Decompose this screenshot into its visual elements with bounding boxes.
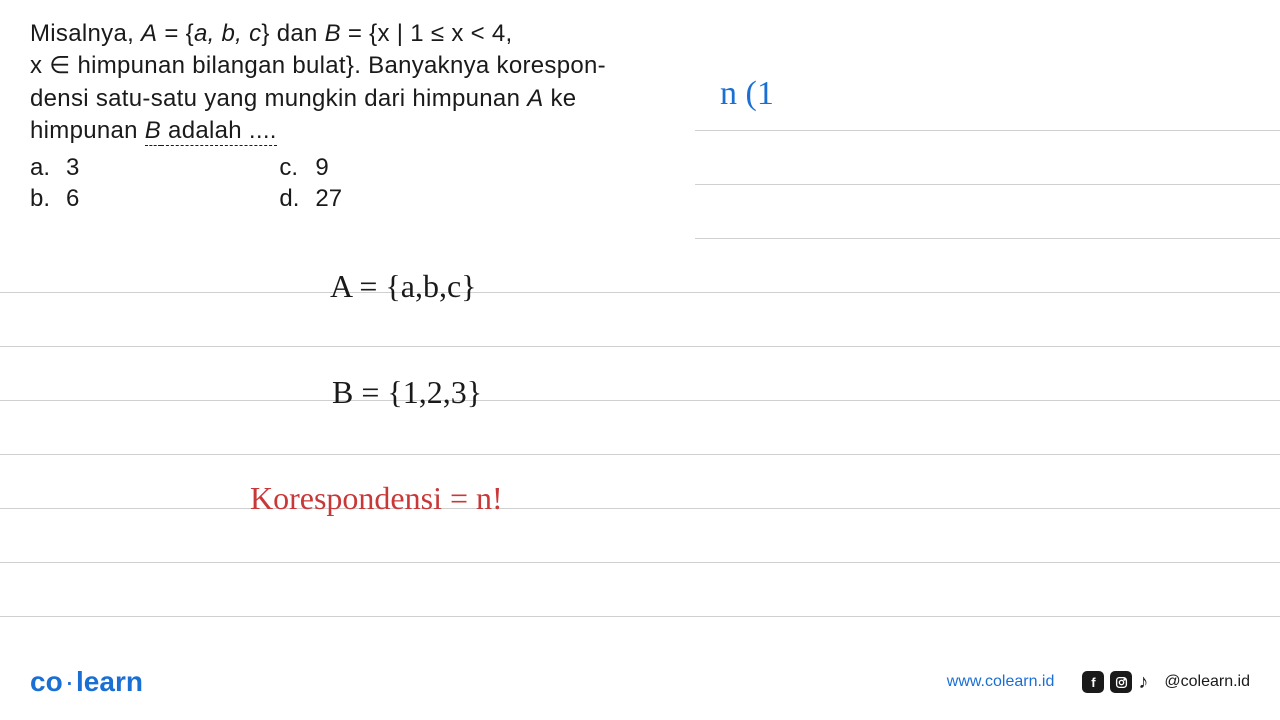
q-text: = { xyxy=(157,20,194,47)
option-value: 3 xyxy=(66,154,79,181)
work-line-b: B = {1,2,3} xyxy=(332,374,482,411)
instagram-icon[interactable] xyxy=(1110,671,1132,693)
logo-text-right: learn xyxy=(76,666,143,697)
option-b[interactable]: b.6 xyxy=(30,185,79,213)
q-text: adalah .... xyxy=(161,117,277,146)
footer-right-group: www.colearn.id f ♪ @colearn.id xyxy=(947,671,1250,694)
question-text: Misalnya, A = {a, b, c} dan B = {x | 1 ≤… xyxy=(30,18,1250,148)
option-d[interactable]: d.27 xyxy=(279,185,342,213)
q-text: himpunan xyxy=(30,117,145,144)
option-c[interactable]: c.9 xyxy=(279,154,342,182)
q-var-a: A xyxy=(141,20,157,47)
option-label: b. xyxy=(30,185,66,213)
footer-bar: co·learn www.colearn.id f ♪ @colearn.id xyxy=(0,666,1280,698)
option-label: d. xyxy=(279,185,315,213)
colearn-logo: co·learn xyxy=(30,666,143,698)
q-var-b2: B xyxy=(145,117,161,146)
logo-text-left: co xyxy=(30,666,63,697)
option-label: a. xyxy=(30,154,66,182)
red-handwriting: Korespondensi = n! xyxy=(250,480,503,517)
options-row: a.3 b.6 c.9 d.27 xyxy=(30,154,1250,213)
option-value: 27 xyxy=(315,185,342,212)
social-handle-text: @colearn.id xyxy=(1164,673,1250,691)
option-value: 9 xyxy=(315,154,328,181)
logo-dot: · xyxy=(65,666,74,697)
option-value: 6 xyxy=(66,185,79,212)
social-handles: f ♪ @colearn.id xyxy=(1082,671,1250,694)
option-a[interactable]: a.3 xyxy=(30,154,79,182)
blue-handwriting: n (1 xyxy=(720,75,774,113)
option-label: c. xyxy=(279,154,315,182)
options-col-left: a.3 b.6 xyxy=(30,154,79,213)
footer-url[interactable]: www.colearn.id xyxy=(947,673,1055,691)
q-line2: x ∈ himpunan bilangan bulat}. Banyaknya … xyxy=(30,50,1250,82)
q-var-a2: A xyxy=(527,85,543,112)
tiktok-icon[interactable]: ♪ xyxy=(1138,671,1158,694)
q-var-b: B xyxy=(325,20,341,47)
q-text: densi satu-satu yang mungkin dari himpun… xyxy=(30,85,527,112)
q-set-a: a, b, c xyxy=(194,20,261,47)
q-text: ke xyxy=(544,85,577,112)
options-col-right: c.9 d.27 xyxy=(279,154,342,213)
q-text: Misalnya, xyxy=(30,20,141,47)
work-line-a: A = {a,b,c} xyxy=(330,268,477,305)
q-text: = {x | 1 ≤ x < 4, xyxy=(341,20,513,47)
q-text: } dan xyxy=(261,20,324,47)
question-block: Misalnya, A = {a, b, c} dan B = {x | 1 ≤… xyxy=(0,0,1280,213)
facebook-icon[interactable]: f xyxy=(1082,671,1104,693)
